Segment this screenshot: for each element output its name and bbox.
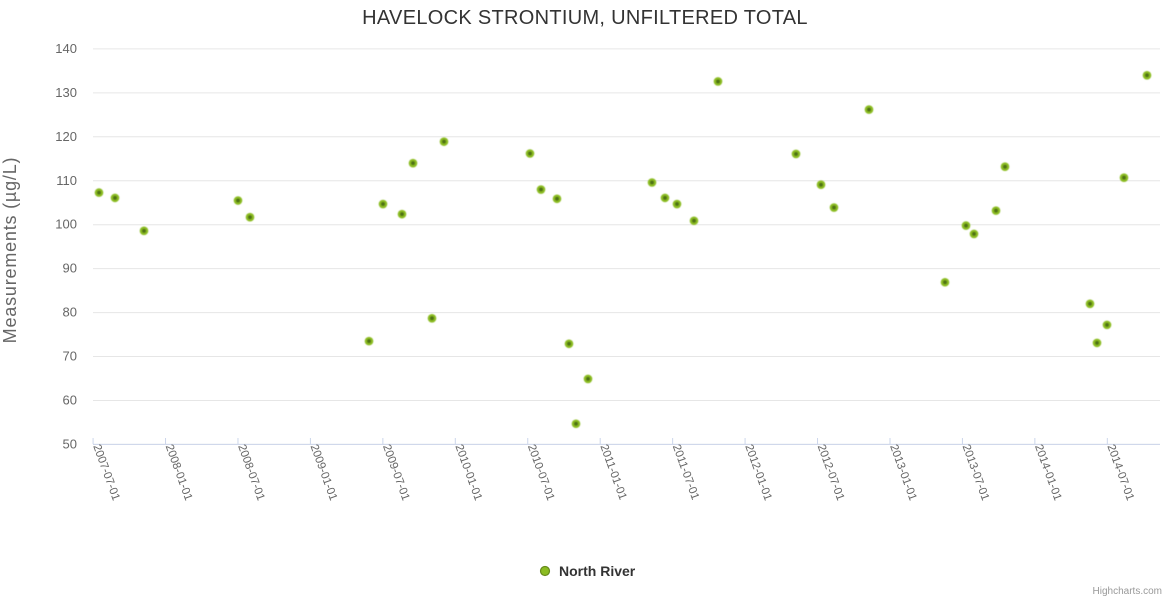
svg-text:140: 140: [55, 41, 77, 56]
svg-text:2011-01-01: 2011-01-01: [597, 443, 628, 502]
svg-text:2014-01-01: 2014-01-01: [1032, 443, 1063, 502]
svg-text:70: 70: [63, 349, 77, 364]
svg-text:2009-07-01: 2009-07-01: [380, 443, 411, 502]
svg-text:North River: North River: [559, 563, 636, 579]
svg-text:2008-01-01: 2008-01-01: [163, 443, 194, 502]
svg-text:2014-07-01: 2014-07-01: [1104, 443, 1135, 502]
svg-text:2012-01-01: 2012-01-01: [742, 443, 773, 502]
svg-text:50: 50: [63, 436, 77, 451]
svg-text:2010-01-01: 2010-01-01: [452, 443, 483, 502]
svg-text:110: 110: [56, 173, 77, 188]
svg-text:100: 100: [55, 217, 77, 232]
svg-text:2009-01-01: 2009-01-01: [308, 443, 339, 502]
svg-text:2010-07-01: 2010-07-01: [525, 443, 556, 502]
svg-text:2011-07-01: 2011-07-01: [670, 443, 701, 502]
svg-text:90: 90: [63, 261, 77, 276]
svg-text:120: 120: [55, 129, 77, 144]
svg-text:2012-07-01: 2012-07-01: [815, 443, 846, 502]
svg-text:2008-07-01: 2008-07-01: [235, 443, 266, 502]
svg-text:60: 60: [63, 392, 77, 407]
svg-text:2007-07-01: 2007-07-01: [90, 443, 121, 502]
svg-text:2013-01-01: 2013-01-01: [887, 443, 918, 502]
svg-text:2013-07-01: 2013-07-01: [960, 443, 991, 502]
svg-text:130: 130: [55, 85, 77, 100]
svg-text:Measurements (µg/L): Measurements (µg/L): [0, 157, 20, 344]
svg-text:80: 80: [63, 305, 77, 320]
